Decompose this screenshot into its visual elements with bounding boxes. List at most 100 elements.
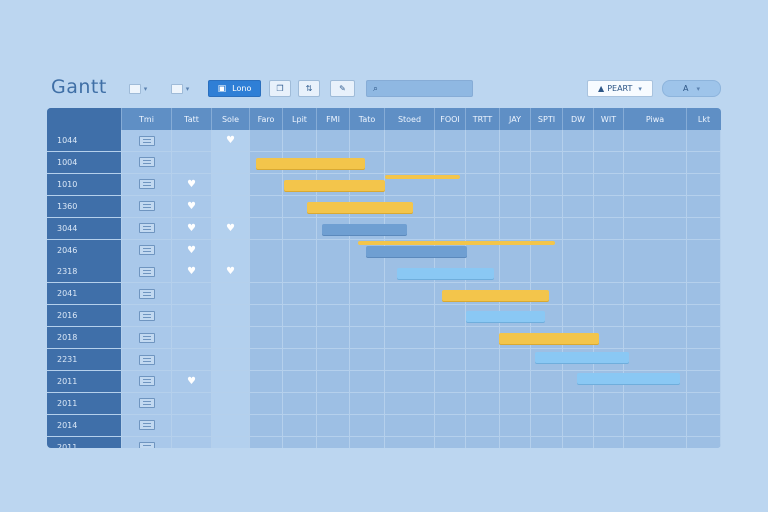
search-input[interactable]: ⌕ bbox=[366, 80, 473, 97]
gantt-grid: Tmi Tatt Sole Faro Lpit FMI Tato Stoed F… bbox=[47, 108, 721, 448]
edit-button[interactable]: ✎ bbox=[330, 80, 355, 97]
column-header[interactable]: DW bbox=[563, 108, 594, 130]
table-row[interactable]: 2318 ♥ ♥ bbox=[47, 261, 721, 284]
task-list-icon[interactable] bbox=[138, 245, 155, 255]
column-header[interactable]: FOOI bbox=[435, 108, 466, 130]
gantt-bar[interactable] bbox=[535, 352, 629, 363]
task-list-icon[interactable] bbox=[138, 354, 155, 365]
table-row[interactable]: 2041 bbox=[47, 283, 721, 306]
view-button[interactable]: ❐ bbox=[269, 80, 291, 97]
table-row[interactable]: 2011 ♥ bbox=[47, 370, 721, 393]
gantt-bar[interactable] bbox=[366, 246, 467, 257]
task-list-icon[interactable] bbox=[138, 442, 155, 448]
timeline-cell bbox=[250, 305, 283, 327]
task-list-icon[interactable] bbox=[138, 201, 155, 212]
table-row[interactable]: 2018 bbox=[47, 327, 721, 350]
table-row[interactable]: 2011 bbox=[47, 436, 721, 448]
user-icon: ▲ bbox=[598, 84, 605, 93]
timeline-cell bbox=[283, 392, 317, 414]
row-task-flag[interactable]: ♥ bbox=[172, 217, 212, 239]
timeline-cell bbox=[283, 217, 317, 239]
row-status-flag[interactable] bbox=[212, 195, 250, 217]
row-task-flag[interactable] bbox=[172, 436, 212, 448]
task-list-icon[interactable] bbox=[138, 135, 155, 146]
row-task-flag[interactable] bbox=[172, 327, 212, 349]
row-task-flag[interactable]: ♥ bbox=[172, 370, 212, 392]
row-status-flag[interactable] bbox=[212, 392, 250, 414]
row-status-flag[interactable] bbox=[212, 349, 250, 370]
column-header[interactable]: Piwa bbox=[624, 108, 687, 130]
row-status-flag[interactable]: ♥ bbox=[212, 217, 250, 239]
gantt-bar[interactable] bbox=[322, 224, 407, 235]
row-status-flag[interactable] bbox=[212, 414, 250, 436]
table-row[interactable]: 2011 bbox=[47, 392, 721, 415]
row-task-flag[interactable] bbox=[172, 151, 212, 173]
row-status-flag[interactable] bbox=[212, 327, 250, 349]
row-task-flag[interactable]: ♥ bbox=[172, 195, 212, 217]
task-list-icon[interactable] bbox=[138, 310, 155, 321]
row-task-flag[interactable] bbox=[172, 414, 212, 436]
gantt-bar[interactable] bbox=[284, 180, 385, 191]
gantt-bar[interactable] bbox=[499, 333, 599, 344]
gantt-bar[interactable] bbox=[577, 373, 680, 384]
row-task-flag[interactable] bbox=[172, 283, 212, 305]
task-list-icon[interactable] bbox=[138, 420, 155, 431]
row-task-flag[interactable] bbox=[172, 130, 212, 151]
column-header[interactable]: Tmi bbox=[122, 108, 172, 130]
row-status-flag[interactable] bbox=[212, 151, 250, 173]
task-list-icon[interactable] bbox=[138, 157, 155, 168]
timeline-cell bbox=[687, 151, 721, 173]
layout-dropdown[interactable]: ▾ bbox=[166, 80, 194, 97]
gantt-bar[interactable] bbox=[466, 311, 545, 322]
row-status-flag[interactable] bbox=[212, 305, 250, 327]
column-header[interactable]: Faro bbox=[250, 108, 283, 130]
column-header[interactable]: TRTT bbox=[466, 108, 500, 130]
task-list-icon[interactable] bbox=[138, 376, 155, 387]
view-select[interactable]: A ▾ bbox=[662, 80, 721, 97]
task-list-icon[interactable] bbox=[138, 332, 155, 343]
gantt-bar[interactable] bbox=[442, 290, 549, 301]
row-task-flag[interactable] bbox=[172, 349, 212, 370]
task-list-icon[interactable] bbox=[138, 398, 155, 409]
column-header[interactable]: Tatt bbox=[172, 108, 212, 130]
column-header[interactable]: SPTI bbox=[531, 108, 563, 130]
row-status-flag[interactable] bbox=[212, 436, 250, 448]
export-button[interactable]: ⇅ bbox=[298, 80, 320, 97]
column-header[interactable]: WIT bbox=[594, 108, 624, 130]
row-status-flag[interactable] bbox=[212, 173, 250, 195]
row-status-flag[interactable]: ♥ bbox=[212, 261, 250, 283]
user-menu-button[interactable]: ▲ PEART ▾ bbox=[587, 80, 653, 97]
gantt-bar[interactable] bbox=[397, 268, 494, 279]
column-header[interactable]: JAY bbox=[500, 108, 531, 130]
task-list-icon[interactable] bbox=[138, 179, 155, 190]
task-list-icon[interactable] bbox=[138, 288, 155, 299]
row-status-flag[interactable] bbox=[212, 239, 250, 261]
table-row[interactable]: 3044 ♥ ♥ bbox=[47, 217, 721, 240]
table-row[interactable]: 2014 bbox=[47, 414, 721, 437]
row-task-flag[interactable]: ♥ bbox=[172, 261, 212, 283]
gantt-bar[interactable] bbox=[256, 158, 365, 169]
row-status-flag[interactable] bbox=[212, 370, 250, 392]
row-task-flag[interactable]: ♥ bbox=[172, 173, 212, 195]
timeline-cell bbox=[385, 305, 435, 327]
column-header[interactable]: FMI bbox=[317, 108, 350, 130]
task-list-icon[interactable] bbox=[138, 223, 155, 234]
column-header[interactable]: Lkt bbox=[697, 114, 711, 124]
calendar-dropdown[interactable]: ▾ bbox=[124, 80, 152, 97]
gantt-bar[interactable] bbox=[307, 202, 413, 213]
column-header[interactable]: Lpit bbox=[283, 108, 317, 130]
row-status-flag[interactable]: ♥ bbox=[212, 130, 250, 151]
row-status-flag[interactable] bbox=[212, 283, 250, 305]
column-header[interactable]: Stoed bbox=[385, 108, 435, 130]
new-task-button[interactable]: ▣ Lono bbox=[208, 80, 261, 97]
table-row[interactable]: 1004 bbox=[47, 151, 721, 174]
row-task-flag[interactable] bbox=[172, 305, 212, 327]
table-row[interactable]: 2016 bbox=[47, 305, 721, 328]
task-list-icon[interactable] bbox=[138, 266, 155, 277]
column-header[interactable]: Sole bbox=[212, 108, 250, 130]
column-header[interactable]: Tato bbox=[350, 108, 385, 130]
table-row[interactable]: 1044 ♥ bbox=[47, 130, 721, 152]
dependency-line bbox=[358, 241, 555, 245]
row-task-flag[interactable]: ♥ bbox=[172, 239, 212, 261]
row-task-flag[interactable] bbox=[172, 392, 212, 414]
